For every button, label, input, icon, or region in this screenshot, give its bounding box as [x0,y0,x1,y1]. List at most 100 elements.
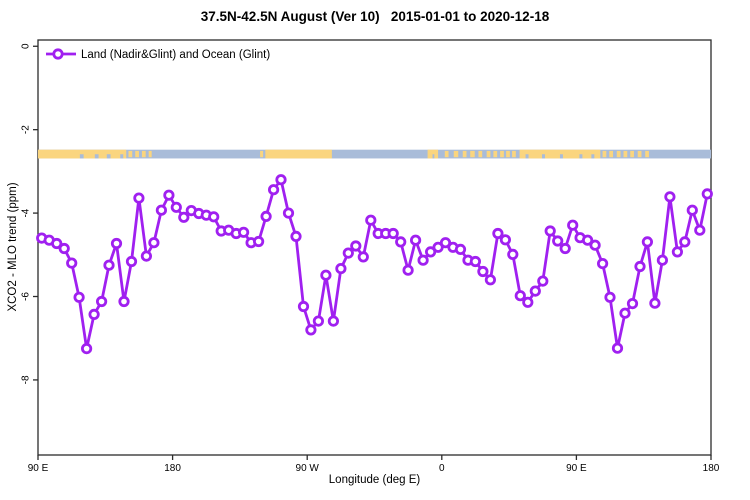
map-strip-land-fleck [148,150,152,158]
legend-label: Land (Nadir&Glint) and Ocean (Glint) [81,49,270,61]
data-point-marker [589,239,601,251]
x-axis-title: Longitude (deg E) [328,474,421,486]
map-strip-land [427,149,439,159]
y-tick-label: -8 [21,375,32,384]
map-strip-land-fleck [128,150,133,158]
data-point-marker [335,262,347,275]
plot-box [37,39,712,456]
data-point-marker [96,295,108,308]
map-strip-land-fleck [637,150,642,158]
data-point-marker [66,257,78,269]
data-point-marker [701,188,713,200]
data-point-marker [537,275,549,287]
x-tick-label: 180 [164,463,181,474]
data-point-marker [290,230,302,242]
map-strip-land-fleck [470,150,475,158]
x-tick-label: 180 [703,463,720,474]
data-point-marker [649,297,661,309]
data-point-marker [469,255,481,268]
data-point-marker [641,236,654,248]
data-point-marker [409,234,422,246]
map-strip-ocean-fleck [525,154,529,159]
legend-marker-icon [52,48,64,60]
data-point-marker [679,236,691,248]
data-point-marker [417,254,429,266]
data-point-marker [671,246,684,258]
data-point-marker [484,274,496,286]
data-point-marker [552,235,564,247]
map-strip-land-fleck [609,150,614,158]
map-strip-land [519,149,601,159]
map-strip-land-fleck [630,150,634,158]
data-point-marker [664,191,676,203]
data-point-marker [619,307,631,319]
data-point-marker [604,291,616,303]
map-strip-ocean-fleck [591,154,595,159]
data-point-marker [559,242,571,255]
data-point-marker [260,210,272,222]
map-strip-land-fleck [462,150,467,158]
map-strip-ocean-fleck [106,154,111,159]
data-point-marker [477,265,489,278]
y-tick-label: 0 [21,43,32,49]
map-strip-land-fleck [444,150,449,158]
x-tick-label: 0 [439,463,445,474]
data-point-marker [432,241,444,253]
map-strip-ocean [38,149,711,159]
data-point-marker [694,224,706,236]
data-point-marker [439,237,452,249]
data-point-marker [140,250,152,262]
map-strip-land-fleck [493,150,498,158]
map-strip-ocean-fleck [94,154,99,159]
data-point-marker [58,242,70,255]
map-strip-land-fleck [141,150,146,158]
map-strip-ocean-fleck [120,154,124,159]
x-tick-label: 90 E [28,463,49,474]
data-point-marker [499,234,511,246]
data-point-marker [581,234,594,246]
data-point-marker [424,246,437,258]
data-point-marker [118,295,130,308]
data-point-marker [686,204,698,216]
data-point-marker [267,184,280,196]
map-strip-land [265,149,332,159]
map-strip-land-fleck [500,150,504,158]
map-strip-land-fleck [478,150,483,158]
data-point-marker [626,297,639,310]
data-point-marker [155,204,167,216]
data-point-marker [529,285,541,297]
data-point-marker [253,235,265,248]
data-point-marker [454,243,467,255]
y-tick-label: -2 [21,125,32,134]
data-point-marker [596,257,609,270]
data-point-marker [148,237,160,249]
data-point-marker [611,342,624,354]
map-strip-land-fleck [645,150,649,158]
data-point-marker [312,315,324,327]
data-point-marker [567,219,579,231]
map-strip-land-fleck [135,150,139,158]
data-point-marker [357,251,369,263]
data-point-marker [522,296,534,308]
map-strip-land-fleck [512,150,516,158]
data-point-marker [170,201,182,213]
data-point-marker [514,290,526,302]
data-point-marker [305,324,317,336]
data-point-marker [320,269,332,281]
data-point-marker [656,254,669,266]
data-point-marker [342,247,354,259]
map-strip-ocean-fleck [542,154,545,159]
data-point-marker [402,264,414,276]
data-point-marker [103,259,115,271]
map-strip-land-fleck [260,150,264,158]
data-point-marker [238,226,250,238]
chart-title: 37.5N-42.5N August (Ver 10) 2015-01-01 t… [200,9,550,24]
data-point-marker [88,308,100,320]
data-point-marker [133,192,145,204]
data-point-marker [178,211,190,223]
map-strip-ocean-fleck [559,154,563,159]
data-point-marker [297,300,310,313]
data-point-marker [492,227,504,240]
